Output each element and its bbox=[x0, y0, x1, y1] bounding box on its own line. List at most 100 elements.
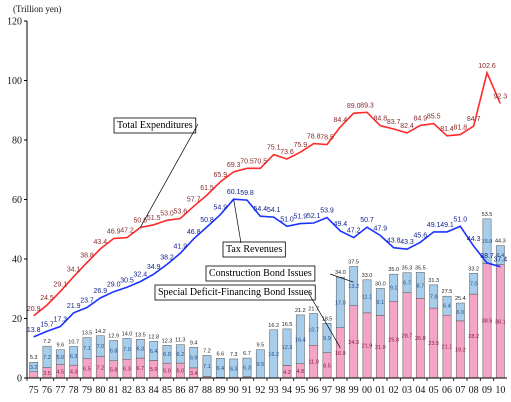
construction-bond-bar bbox=[455, 302, 465, 322]
total-expenditures-value: 65.9 bbox=[214, 172, 228, 179]
x-tick-label: 83 bbox=[135, 385, 145, 396]
construction-bond-bar bbox=[415, 272, 425, 299]
tax-revenues-value: 15.7 bbox=[40, 321, 54, 328]
x-tick-label: 81 bbox=[109, 385, 119, 396]
tax-revenues-value: 47.2 bbox=[347, 228, 361, 235]
tax-revenues-value: 54.4 bbox=[254, 206, 268, 213]
deficit-value-label: 3.4 bbox=[190, 371, 198, 377]
deficit-value-label: 5.8 bbox=[110, 367, 118, 373]
construction-bond-bar bbox=[122, 338, 132, 360]
x-tick-label: 82 bbox=[122, 385, 132, 396]
construction-bond-bar bbox=[335, 276, 345, 328]
tax-revenues-value: 30.5 bbox=[120, 277, 134, 284]
x-tick-label: 99 bbox=[349, 385, 359, 396]
x-tick-label: 88 bbox=[202, 385, 212, 396]
total-expenditures-value: 84.7 bbox=[467, 116, 481, 123]
construction-value-label: 6.3 bbox=[70, 354, 78, 360]
construction-bond-bar bbox=[389, 273, 399, 302]
total-expenditures-value: 75.9 bbox=[294, 142, 308, 149]
deficit-value-label: 21.0 bbox=[375, 345, 386, 351]
y-tick-label: 40 bbox=[12, 255, 22, 266]
total-expenditures-annotation: Total Expenditures bbox=[117, 120, 193, 131]
total-expenditures-value: 38.8 bbox=[80, 253, 94, 260]
annotation-frame bbox=[222, 241, 286, 258]
tax-revenues-value: 21.9 bbox=[67, 303, 81, 310]
x-tick-label: 97 bbox=[322, 385, 332, 396]
total-expenditures-value: 69.3 bbox=[227, 162, 241, 169]
construction-bond-bar bbox=[202, 355, 212, 377]
bar-total-label: 5.3 bbox=[30, 355, 38, 361]
x-tick-label: 78 bbox=[69, 385, 79, 396]
total-expenditures-value: 53.0 bbox=[160, 210, 174, 217]
unit-label: (Trillion yen) bbox=[13, 4, 61, 14]
bar-total-label: 21.2 bbox=[295, 308, 306, 314]
x-tick-label: 85 bbox=[162, 385, 172, 396]
deficit-value-label: 24.3 bbox=[348, 340, 359, 346]
deficit-value-label: 23.5 bbox=[428, 341, 439, 347]
construction-bond-bar bbox=[175, 344, 185, 364]
construction-bond-bar bbox=[295, 314, 305, 364]
line-labels: 20.924.529.134.138.843.446.9 47.250.6 51.5… bbox=[27, 63, 507, 334]
x-tick-label: 87 bbox=[189, 385, 199, 396]
tax-revenues-value: 46.8 bbox=[187, 229, 201, 236]
deficit-value-label: 28.7 bbox=[402, 333, 413, 339]
construction-value-label: 16.4 bbox=[295, 337, 306, 343]
bar-total-label: 34.0 bbox=[335, 270, 346, 276]
construction-bond-bar bbox=[189, 347, 199, 369]
bar-total-label: 13.5 bbox=[135, 332, 146, 338]
x-tick-label: 92 bbox=[255, 385, 265, 396]
construction-value-label: 9.1 bbox=[377, 300, 385, 306]
total-expenditures-value: 84.4 bbox=[334, 117, 348, 124]
construction-bond-bar bbox=[242, 357, 252, 378]
annotation-frame bbox=[205, 265, 316, 282]
construction-value-label: 6.3 bbox=[243, 365, 251, 371]
x-tick-label: 91 bbox=[242, 385, 252, 396]
bar-total-label: 9.4 bbox=[190, 340, 198, 346]
total-expenditures-value: 84.9 bbox=[414, 115, 428, 122]
tax-revenues-value: 51.9 bbox=[294, 214, 308, 221]
total-expenditures-value: 34.1 bbox=[67, 267, 81, 274]
bar-total-label: 12.3 bbox=[162, 338, 173, 344]
y-tick-label: 20 bbox=[12, 314, 22, 325]
bar-total-label: 14.2 bbox=[95, 329, 106, 335]
bar-total-label: 33.0 bbox=[362, 273, 373, 279]
deficit-value-label: 16.9 bbox=[335, 351, 346, 357]
bar-labels: 5.3 3.2 7.2 7.2 3.5 9.6 5.0 4.5 10.7 6.3 4.3 13.5 7.… bbox=[30, 212, 506, 377]
construction-bond-annotation: Construction Bond Issues bbox=[209, 268, 312, 279]
construction-value-label: 7.0 bbox=[123, 347, 131, 353]
total-expenditures-value: 50.6 bbox=[134, 217, 148, 224]
construction-bond-bar bbox=[402, 272, 412, 293]
x-tick-label: 05 bbox=[429, 385, 439, 396]
tax-revenues-value: 32.4 bbox=[134, 272, 148, 279]
construction-value-label: 6.4 bbox=[497, 253, 505, 259]
tax-revenues-value: 51.0 bbox=[280, 216, 294, 223]
bar-total-label: 16.2 bbox=[268, 323, 279, 329]
tax-revenues-value: 50.8 bbox=[200, 217, 214, 224]
bar-total-label: 12.8 bbox=[148, 334, 159, 340]
total-expenditures-value: 83.7 bbox=[387, 119, 401, 126]
tax-revenues-value: 13.8 bbox=[27, 327, 41, 334]
tax-revenues-value: 23.7 bbox=[80, 297, 94, 304]
construction-bond-bar bbox=[362, 279, 372, 314]
tax-revenues-value: 26.9 bbox=[94, 288, 108, 295]
construction-bond-bar bbox=[82, 337, 92, 359]
y-tick-label: 100 bbox=[7, 76, 22, 87]
tax-revenues-value: 34.9 bbox=[147, 264, 161, 271]
tax-revenues-value: 43.8 bbox=[387, 238, 401, 245]
bar-total-label: 33.2 bbox=[468, 266, 479, 272]
construction-value-label: 15.0 bbox=[482, 239, 493, 245]
construction-bond-bar bbox=[109, 340, 119, 361]
construction-value-label: 12.3 bbox=[282, 345, 293, 351]
bar-total-label: 37.5 bbox=[348, 259, 359, 265]
construction-value-label: 6.3 bbox=[230, 366, 238, 372]
construction-bond-bar bbox=[29, 361, 39, 373]
x-tick-label: 10 bbox=[495, 385, 505, 396]
total-expenditures-line bbox=[33, 70, 502, 317]
y-tick-label: 0 bbox=[17, 374, 22, 385]
tax-revenues-value: 49.4 bbox=[334, 221, 348, 228]
bar-total-label: 35.0 bbox=[388, 267, 399, 273]
bar-total-label: 7.2 bbox=[43, 339, 51, 345]
construction-value-label: 5.0 bbox=[57, 355, 65, 361]
total-expenditures-value: 78.8 bbox=[307, 134, 321, 141]
total-expenditures-value: 89.0 bbox=[347, 103, 361, 110]
